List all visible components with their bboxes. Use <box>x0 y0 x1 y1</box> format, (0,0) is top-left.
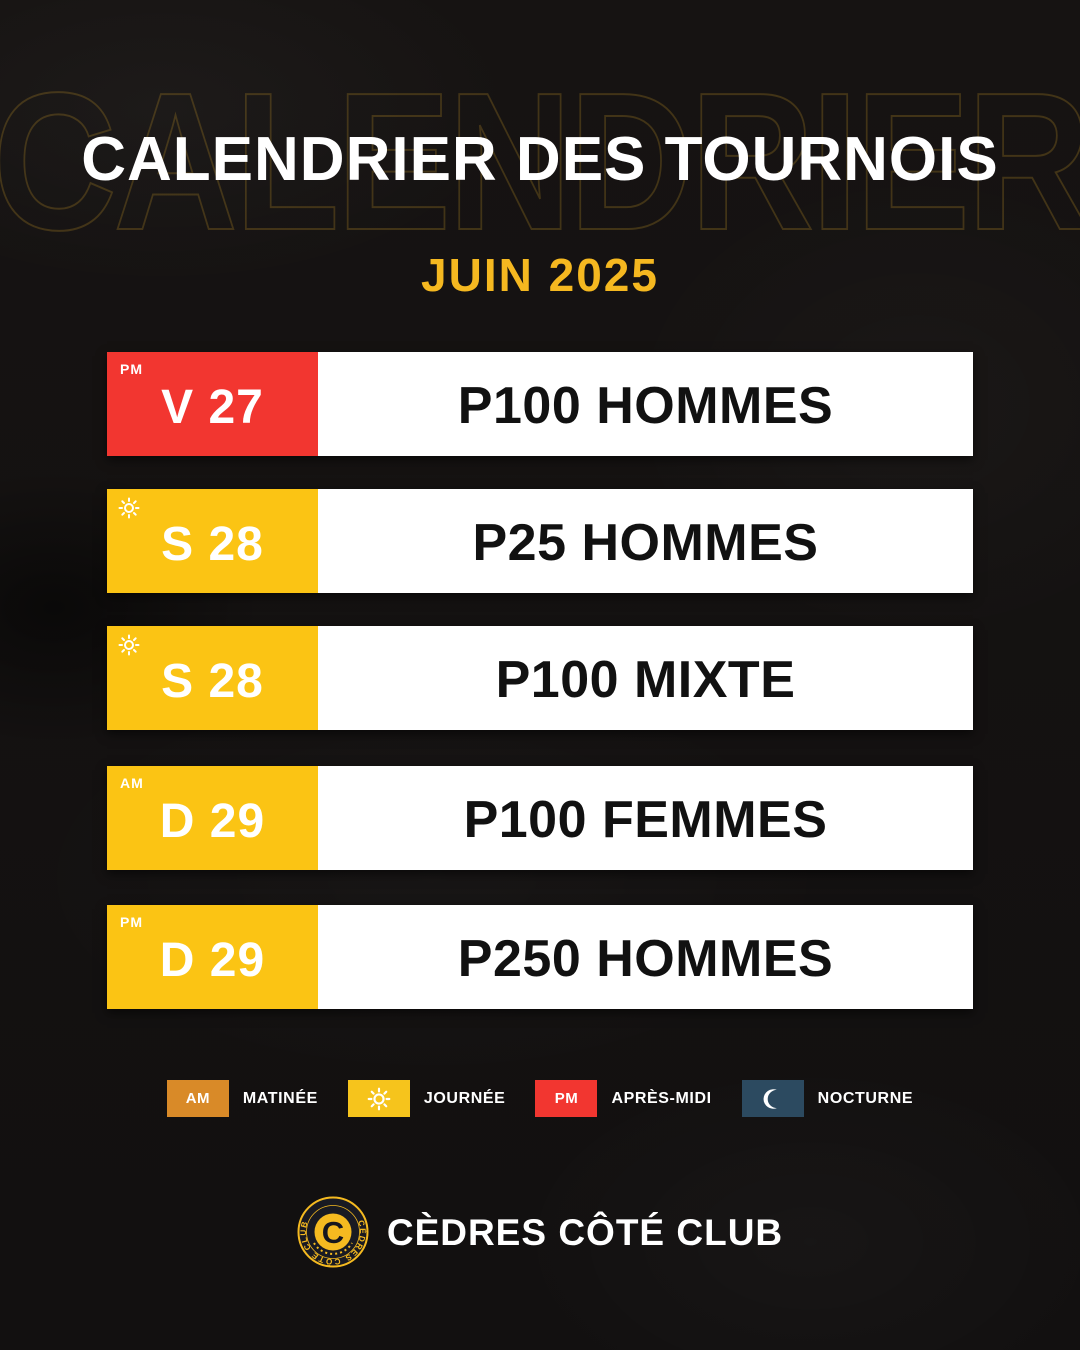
legend-label: APRÈS-MIDI <box>611 1089 712 1107</box>
table-row: AM D 29 P100 FEMMES <box>107 766 973 870</box>
day-badge <box>347 1080 410 1117</box>
table-row: PM D 29 P250 HOMMES <box>107 905 973 1009</box>
event-label: P25 HOMMES <box>472 514 819 572</box>
logo-letter: C <box>322 1215 344 1250</box>
legend-item-journee: JOURNÉE <box>347 1080 506 1117</box>
table-row: S 28 P100 MIXTE <box>107 626 973 730</box>
event-cell: P250 HOMMES <box>318 905 973 1009</box>
date-cell: S 28 <box>107 626 318 730</box>
club-logo: CÈDRES CÔTÉ CLUB C <box>297 1196 369 1268</box>
date-label: S 28 <box>161 654 264 708</box>
table-row: PM V 27 P100 HOMMES <box>107 352 973 456</box>
event-label: P100 MIXTE <box>495 651 796 709</box>
legend-item-apres-midi: PM APRÈS-MIDI <box>535 1080 711 1117</box>
event-label: P100 FEMMES <box>463 791 828 849</box>
footer: CÈDRES CÔTÉ CLUB C CÈDRES CÔTÉ CLUB <box>0 1196 1080 1268</box>
legend-label: JOURNÉE <box>423 1089 506 1107</box>
moon-icon <box>763 1088 777 1109</box>
pm-badge: PM <box>535 1080 598 1117</box>
page-title: CALENDRIER DES TOURNOIS <box>81 125 999 194</box>
event-cell: P100 HOMMES <box>318 352 973 456</box>
night-badge <box>741 1080 804 1117</box>
event-cell: P100 MIXTE <box>318 626 973 730</box>
period-label: PM <box>120 914 143 930</box>
am-badge: AM <box>166 1080 229 1117</box>
period-label: PM <box>120 361 143 377</box>
date-label: S 28 <box>161 517 264 571</box>
page-subtitle: JUIN 2025 <box>421 249 659 301</box>
background-watermark-text: CALENDRIER <box>0 52 1080 271</box>
legend-item-nocturne: NOCTURNE <box>741 1080 914 1117</box>
date-label: D 29 <box>159 933 266 987</box>
date-label: V 27 <box>161 380 264 434</box>
date-cell: AM D 29 <box>107 766 318 870</box>
date-label: D 29 <box>159 794 266 848</box>
sun-icon <box>118 497 140 519</box>
brand-name: CÈDRES CÔTÉ CLUB <box>386 1212 784 1253</box>
legend-label: NOCTURNE <box>817 1089 914 1107</box>
legend-label: MATINÉE <box>242 1089 318 1107</box>
badge-label: AM <box>185 1090 211 1107</box>
legend-item-matinee: AM MATINÉE <box>166 1080 318 1117</box>
event-cell: P100 FEMMES <box>318 766 973 870</box>
legend: AM MATINÉE JOURNÉE PM APRÈS-MIDI NOCTURN <box>0 1080 1080 1117</box>
event-label: P100 HOMMES <box>457 377 834 435</box>
table-row: S 28 P25 HOMMES <box>107 489 973 593</box>
period-label: AM <box>120 775 144 791</box>
date-cell: PM D 29 <box>107 905 318 1009</box>
sun-icon <box>118 634 140 656</box>
event-cell: P25 HOMMES <box>318 489 973 593</box>
date-cell: PM V 27 <box>107 352 318 456</box>
badge-label: PM <box>554 1090 579 1107</box>
event-label: P250 HOMMES <box>457 930 834 988</box>
date-cell: S 28 <box>107 489 318 593</box>
sun-icon <box>367 1087 391 1110</box>
